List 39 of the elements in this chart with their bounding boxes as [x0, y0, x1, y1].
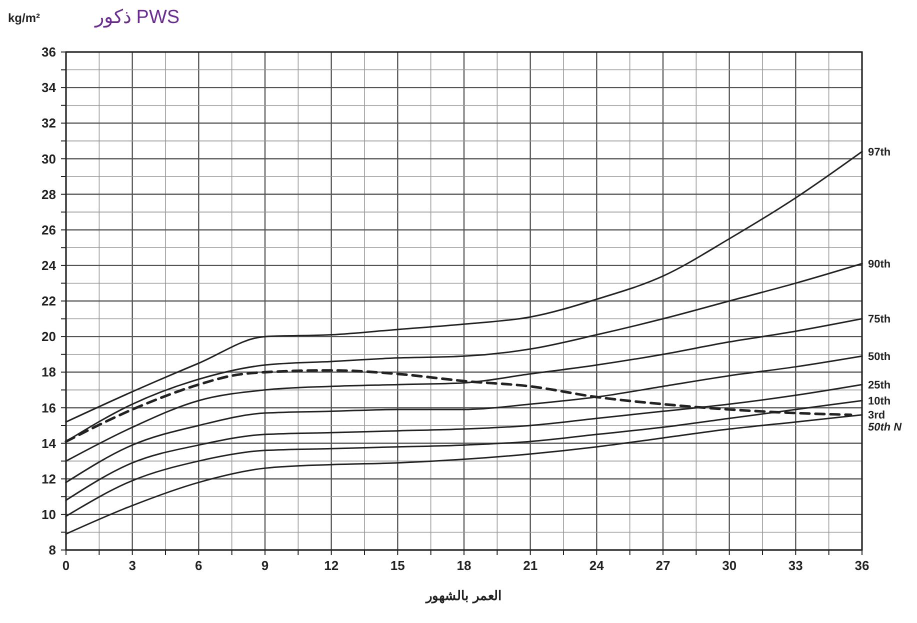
- y-tick-label: 16: [42, 400, 56, 416]
- y-tick-label: 34: [42, 80, 57, 96]
- x-tick-label: 36: [854, 558, 870, 573]
- y-tick-label: 22: [42, 294, 56, 309]
- x-tick-label: 18: [456, 558, 472, 573]
- series-label: 50th N: [868, 422, 903, 434]
- series-label: 10th: [868, 395, 891, 408]
- x-axis-title: العمر بالشهور: [425, 588, 502, 604]
- x-tick-label: 21: [523, 558, 538, 573]
- y-tick-label: 14: [42, 436, 57, 451]
- y-tick-label: 18: [42, 364, 56, 380]
- series-label: 25th: [868, 379, 891, 392]
- series-label: 97th: [868, 146, 891, 158]
- y-axis-title: kg/m²: [8, 11, 40, 25]
- x-tick-label: 15: [390, 558, 405, 573]
- series-label: 90th: [868, 258, 891, 270]
- series-label: 3rd: [868, 410, 886, 422]
- x-tick-label: 30: [722, 558, 737, 573]
- x-tick-label: 9: [261, 558, 269, 573]
- y-tick-label: 36: [42, 44, 56, 60]
- y-tick-label: 20: [42, 329, 56, 344]
- y-tick-label: 24: [42, 258, 57, 273]
- x-tick-label: 0: [62, 558, 70, 573]
- x-tick-label: 6: [195, 558, 202, 573]
- chart-title: ذكور PWS: [94, 7, 180, 28]
- y-tick-label: 30: [42, 151, 56, 166]
- series-label: 75th: [868, 314, 891, 326]
- y-tick-label: 28: [42, 186, 56, 202]
- x-tick-label: 3: [128, 558, 136, 573]
- x-tick-label: 33: [788, 558, 803, 573]
- y-tick-label: 8: [48, 542, 56, 558]
- x-tick-label: 27: [656, 558, 670, 573]
- y-tick-label: 26: [42, 222, 56, 238]
- x-tick-label: 24: [589, 558, 605, 573]
- series-label: 50th: [868, 350, 891, 363]
- y-tick-label: 10: [42, 506, 56, 522]
- y-tick-label: 12: [42, 471, 56, 486]
- x-tick-label: 12: [324, 558, 339, 573]
- y-tick-label: 32: [42, 116, 56, 131]
